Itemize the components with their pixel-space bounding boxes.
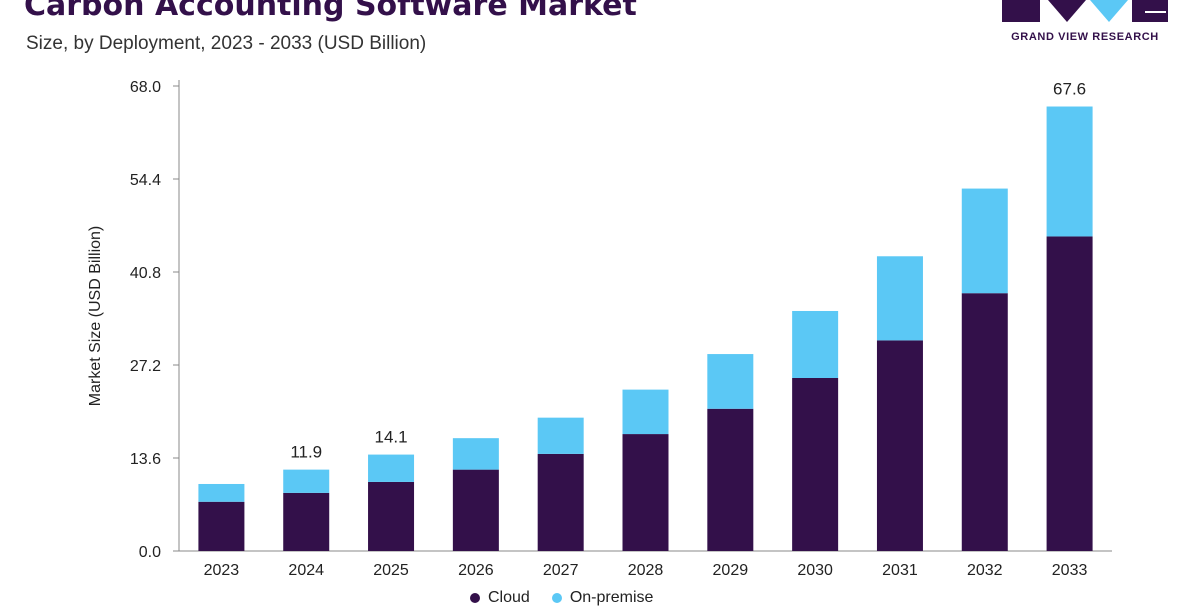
legend-item-on-premise: On-premise xyxy=(551,589,654,607)
bar-on-premise-2023 xyxy=(198,483,245,502)
legend-label-cloud: Cloud xyxy=(488,589,530,606)
x-tick-label: 2029 xyxy=(713,562,749,579)
legend-item-cloud: Cloud xyxy=(470,589,530,607)
y-tick-label: 13.6 xyxy=(130,451,161,468)
bar-on-premise-2025 xyxy=(368,454,415,482)
x-tick-label: 2028 xyxy=(628,562,664,579)
bar-cloud-2025 xyxy=(368,481,415,551)
bar-cloud-2032 xyxy=(961,293,1008,551)
bar-cloud-2027 xyxy=(537,453,584,551)
data-label-2033: 67.6 xyxy=(1053,80,1086,99)
y-axis-title: Market Size (USD Billion) xyxy=(87,226,104,406)
legend: Cloud On-premise xyxy=(470,589,653,607)
bar-on-premise-2030 xyxy=(792,310,839,378)
bar-on-premise-2032 xyxy=(961,188,1008,294)
chart-title: Carbon Accounting Software Market xyxy=(24,0,637,23)
y-tick-label: 40.8 xyxy=(130,265,161,282)
bar-cloud-2029 xyxy=(707,408,754,551)
brand-name: GRAND VIEW RESEARCH xyxy=(1011,31,1159,43)
x-tick-label: 2024 xyxy=(288,562,324,579)
y-tick-label: 68.0 xyxy=(130,79,161,96)
bar-cloud-2026 xyxy=(452,469,499,551)
grand-view-research-logo-icon xyxy=(1002,0,1168,22)
x-tick-label: 2027 xyxy=(543,562,579,579)
bar-on-premise-2031 xyxy=(876,256,923,341)
bar-cloud-2024 xyxy=(283,492,330,551)
bar-on-premise-2029 xyxy=(707,354,754,409)
y-tick-label: 54.4 xyxy=(130,172,161,189)
x-tick-label: 2025 xyxy=(373,562,409,579)
bar-cloud-2023 xyxy=(198,501,245,551)
y-tick-label: 27.2 xyxy=(130,358,161,375)
x-tick-label: 2026 xyxy=(458,562,494,579)
bar-on-premise-2028 xyxy=(622,389,669,435)
bar-on-premise-2026 xyxy=(452,438,499,470)
data-label-2024: 11.9 xyxy=(290,443,322,462)
bar-on-premise-2027 xyxy=(537,417,584,454)
x-tick-label: 2030 xyxy=(797,562,833,579)
legend-label-on-premise: On-premise xyxy=(569,589,654,606)
bar-on-premise-2033 xyxy=(1046,106,1093,237)
bar-cloud-2028 xyxy=(622,434,669,551)
chart-subtitle: Size, by Deployment, 2023 - 2033 (USD Bi… xyxy=(26,33,427,54)
bar-cloud-2031 xyxy=(876,340,923,551)
data-label-2025: 14.1 xyxy=(374,428,407,447)
x-tick-label: 2032 xyxy=(967,562,1003,579)
bar-cloud-2030 xyxy=(792,377,839,551)
x-tick-label: 2031 xyxy=(882,562,918,579)
bar-cloud-2033 xyxy=(1046,236,1093,552)
legend-swatch-on-premise xyxy=(551,593,562,603)
bar-on-premise-2024 xyxy=(283,469,330,493)
x-tick-label: 2023 xyxy=(204,562,240,579)
x-tick-label: 2033 xyxy=(1052,562,1088,579)
y-tick-label: 0.0 xyxy=(139,544,161,561)
legend-swatch-cloud xyxy=(470,593,480,603)
